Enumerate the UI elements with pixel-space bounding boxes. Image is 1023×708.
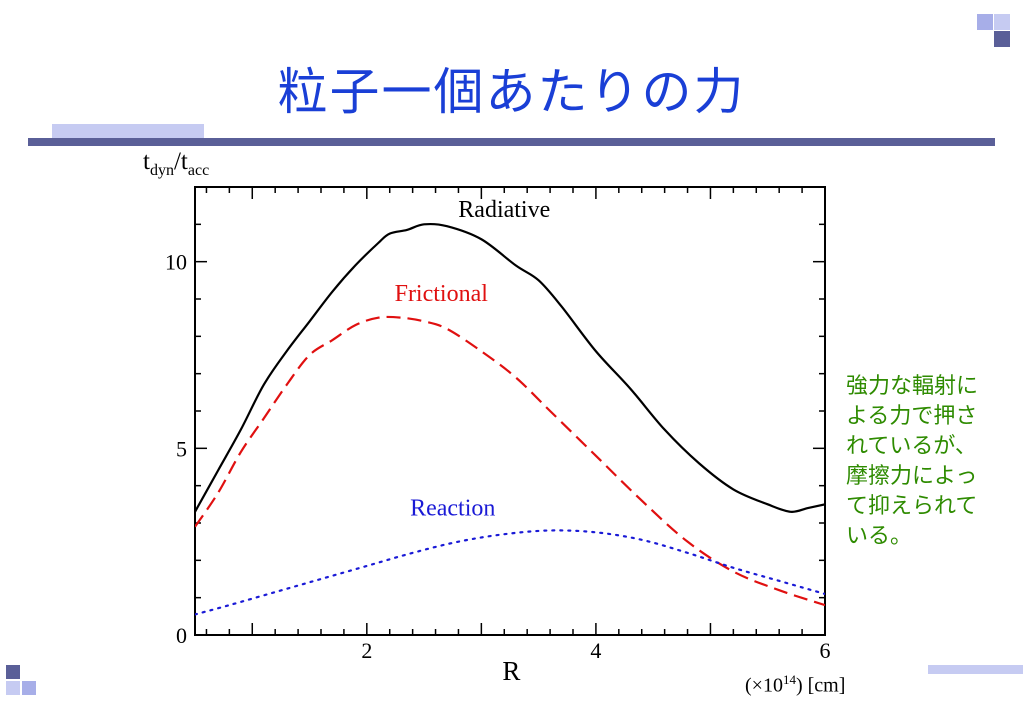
corner-square [6,681,20,695]
x-tick-label: 2 [361,638,372,663]
side-note: 強力な輻射による力で押されているが、摩擦力によって抑えられている。 [846,374,979,549]
series-label-reaction: Reaction [410,496,495,522]
series-label-frictional: Frictional [395,281,489,307]
footer-accent-bar [928,665,1023,674]
corner-square [994,14,1010,30]
series-line-reaction [195,529,825,616]
title-underline [28,138,995,146]
corner-square [22,681,36,695]
x-axis-label: R [502,656,520,686]
x-axis-unit: (×1014) [cm] [745,672,846,697]
corner-square [977,14,993,30]
y-tick-label: 5 [176,436,187,461]
y-axis-label: tdyn/tacc [143,148,210,179]
series-line-frictional [195,315,825,607]
x-tick-label: 6 [820,638,831,663]
series-label-radiative: Radiative [458,197,550,223]
title-underline-accent [52,124,204,138]
plot-frame [194,186,826,636]
series-line-radiative [195,222,825,513]
corner-square [6,665,20,679]
y-tick-label: 0 [176,623,187,648]
page-title: 粒子一個あたりの力 [277,63,746,121]
y-tick-label: 10 [165,250,187,275]
x-tick-label: 4 [590,638,601,663]
corner-square [994,31,1010,47]
